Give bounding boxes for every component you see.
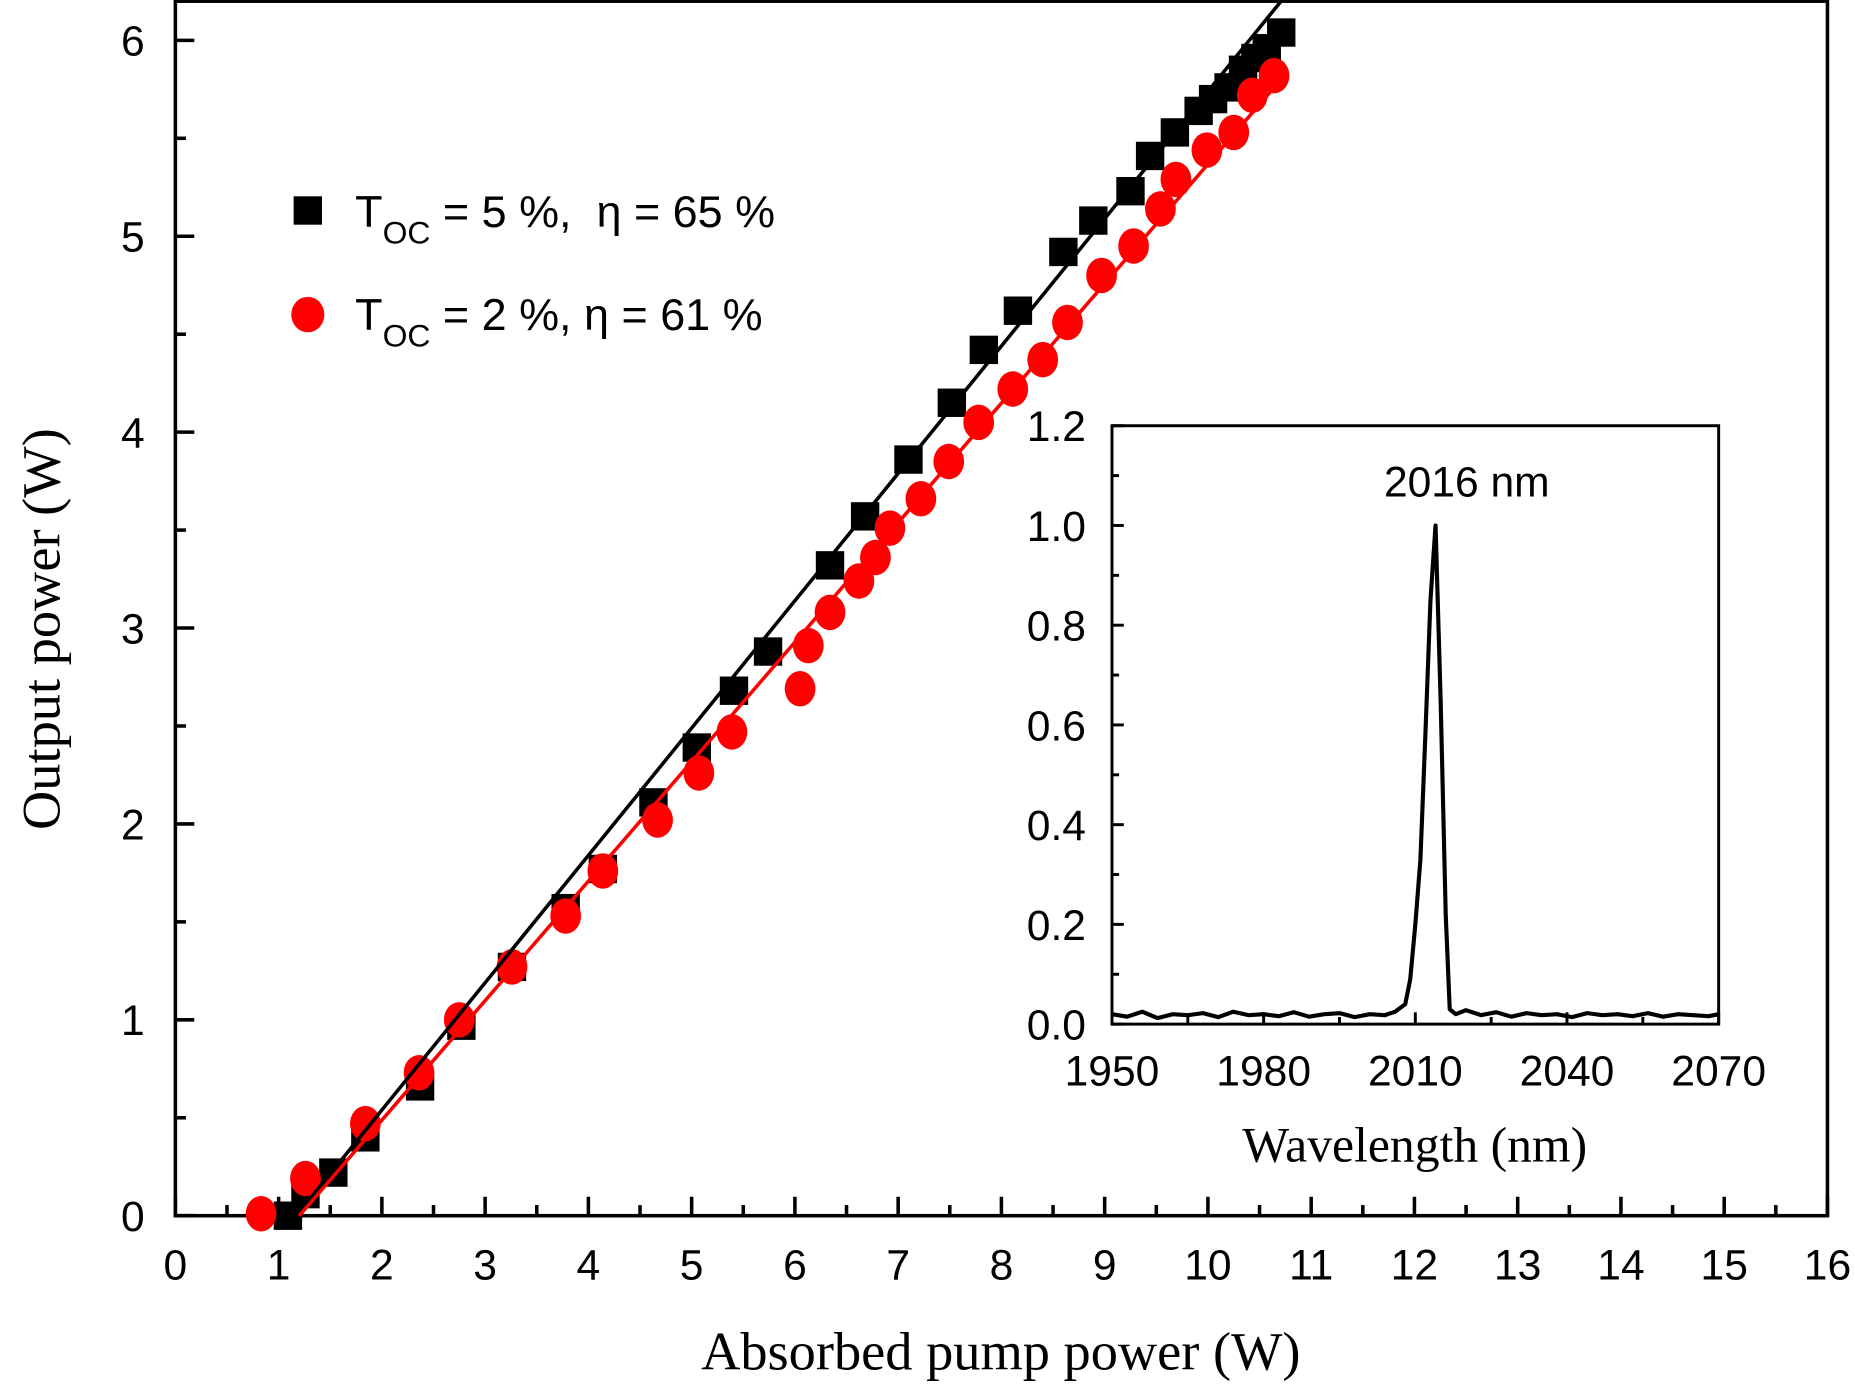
data-point-circle xyxy=(1052,304,1083,341)
x-tick-label: 7 xyxy=(886,1242,910,1290)
x-tick-label: 1 xyxy=(267,1242,291,1290)
inset-x-tick-label: 1980 xyxy=(1216,1048,1311,1096)
legend: TOC = 5 %, η = 65 % TOC = 2 %, η = 61 % xyxy=(291,186,775,354)
y-tick-label: 4 xyxy=(121,410,145,458)
fit-line xyxy=(294,0,1284,1217)
data-point-circle xyxy=(642,802,673,838)
x-tick-label: 4 xyxy=(577,1242,601,1290)
data-point-square xyxy=(1267,18,1296,47)
inset-x-tick-label: 2010 xyxy=(1368,1048,1463,1096)
data-point-circle xyxy=(683,755,715,791)
data-point-circle xyxy=(860,539,891,576)
y-tick-label: 3 xyxy=(121,605,145,653)
data-point-circle xyxy=(874,510,906,546)
data-point-circle xyxy=(1145,191,1176,227)
x-tick-label: 11 xyxy=(1289,1242,1333,1290)
legend-label-toc5: TOC = 5 %, η = 65 % xyxy=(355,186,775,251)
x-axis-title: Absorbed pump power (W) xyxy=(701,1321,1300,1381)
x-tick-label: 3 xyxy=(473,1242,497,1290)
data-point-circle xyxy=(245,1196,277,1232)
data-point-circle xyxy=(814,594,846,631)
legend-marker-circle xyxy=(291,296,325,333)
data-point-circle xyxy=(587,853,619,889)
data-point-circle xyxy=(349,1105,381,1142)
x-tick-label: 13 xyxy=(1494,1242,1541,1290)
inset-x-axis-title: Wavelength (nm) xyxy=(1242,1117,1587,1172)
data-point-circle xyxy=(1027,341,1059,378)
data-point-square xyxy=(1003,296,1033,325)
data-point-circle xyxy=(443,1002,475,1038)
data-point-circle xyxy=(784,671,816,707)
x-tick-label: 6 xyxy=(783,1242,807,1290)
x-tick-label: 12 xyxy=(1391,1242,1438,1290)
data-point-circle xyxy=(963,404,995,441)
y-tick-label: 1 xyxy=(121,997,145,1045)
data-point-circle xyxy=(716,714,748,750)
inset-x-tick-label: 2040 xyxy=(1520,1048,1615,1096)
x-tick-label: 14 xyxy=(1597,1242,1644,1290)
inset-annotation: 2016 nm xyxy=(1384,459,1550,507)
data-point-square xyxy=(1049,237,1078,267)
y-tick-label: 0 xyxy=(121,1193,145,1241)
data-point-circle xyxy=(550,898,582,934)
inset-y-tick-label: 0.2 xyxy=(1027,902,1086,950)
data-point-circle xyxy=(403,1054,435,1091)
x-tick-label: 16 xyxy=(1804,1242,1851,1290)
spectrum-line xyxy=(1111,523,1720,1021)
inset-y-tick-label: 1.0 xyxy=(1027,503,1086,551)
data-point-circle xyxy=(1118,228,1149,264)
x-tick-label: 10 xyxy=(1184,1242,1231,1290)
data-point-circle xyxy=(843,563,875,599)
x-tick-label: 0 xyxy=(164,1242,188,1290)
data-point-square xyxy=(969,335,999,365)
inset-plot: 1950 1980 2010 2040 2070 0.0 0.2 0.4 0.6 0.8 1.0 1.… xyxy=(1027,403,1766,1096)
fit-line xyxy=(297,86,1276,1217)
inset-x-tick-label: 2070 xyxy=(1671,1048,1766,1096)
inset-x-tick-label: 1950 xyxy=(1065,1048,1160,1096)
inset-y-tick-label: 0.8 xyxy=(1027,603,1086,651)
x-tick-label: 8 xyxy=(990,1242,1014,1290)
x-tick-label: 2 xyxy=(370,1242,394,1290)
legend-marker-square xyxy=(293,196,323,225)
legend-label-toc2: TOC = 2 %, η = 61 % xyxy=(355,289,762,354)
y-tick-label: 2 xyxy=(121,801,145,849)
data-point-square xyxy=(1135,141,1165,171)
x-tick-label: 5 xyxy=(680,1242,704,1290)
data-point-circle xyxy=(1191,132,1223,168)
data-point-circle xyxy=(792,627,824,664)
inset-y-tick-label: 0.4 xyxy=(1027,802,1086,850)
y-axis-title: Output power (W) xyxy=(11,428,71,830)
data-point-circle xyxy=(1258,57,1290,94)
x-tick-label: 9 xyxy=(1093,1242,1117,1290)
y-tick-label: 5 xyxy=(121,214,145,262)
data-point-circle xyxy=(1160,161,1192,198)
inset-y-tick-label: 1.2 xyxy=(1027,403,1086,451)
x-tick-label: 15 xyxy=(1701,1242,1748,1290)
inset-y-tick-label: 0.0 xyxy=(1027,1002,1086,1050)
inset-y-tick-label: 0.6 xyxy=(1027,702,1086,750)
y-tick-label: 6 xyxy=(121,18,145,66)
data-point-circle xyxy=(1086,257,1117,294)
data-point-circle xyxy=(290,1160,321,1197)
